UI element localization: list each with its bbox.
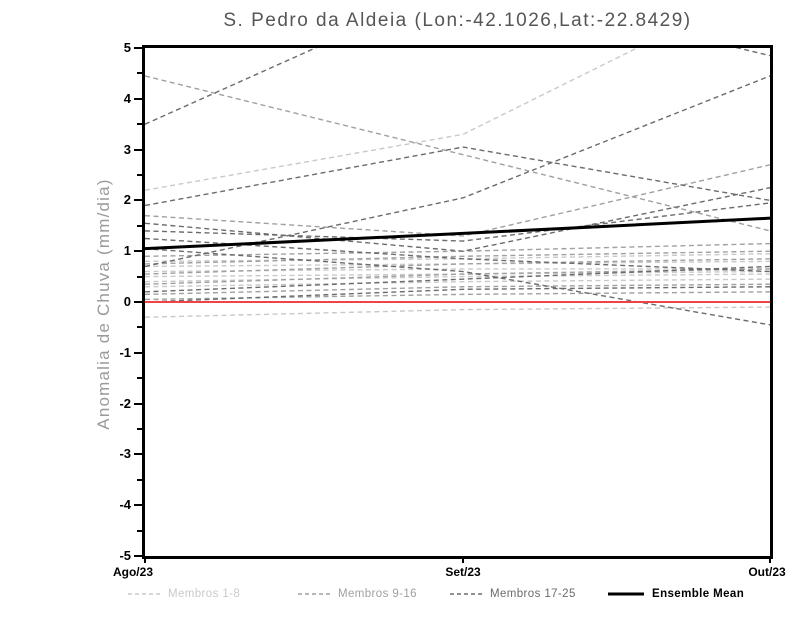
member-line-m2 [145,306,770,318]
legend-item: Membros 17-25 [450,586,576,602]
member-line-m25 [145,286,770,303]
y-tick-label: -4 [119,497,131,513]
y-major-tick [134,351,142,354]
member-line-m24 [145,265,770,293]
legend-dashed-line-sample [450,593,482,595]
member-line-m19 [145,146,770,207]
x-tick [144,556,146,563]
member-line-m22 [145,237,770,273]
member-line-m6 [145,270,770,278]
x-tick-label: Ago/23 [112,565,153,579]
y-minor-tick [137,529,142,532]
y-tick-label: -1 [119,344,131,360]
legend-dashed-line-sample [298,593,330,595]
x-tick-label: Set/23 [445,565,481,579]
member-line-m15 [145,283,770,296]
y-tick-label: 1 [123,243,131,259]
x-tick [462,556,464,563]
member-line-m9 [145,75,770,232]
y-major-tick [134,402,142,405]
member-line-m23 [145,247,770,326]
y-major-tick [134,250,142,253]
y-tick-label: -5 [119,548,131,563]
y-tick-label: -3 [119,446,131,462]
y-minor-tick [137,478,142,481]
y-major-tick [134,148,142,151]
member-line-m8 [145,278,770,288]
y-major-tick [134,555,142,557]
x-tick [769,556,771,563]
chart-title: S. Pedro da Aldeia (Lon:-42.1026,Lat:-22… [223,10,692,31]
y-major-tick [134,199,142,202]
legend-label: Membros 9-16 [338,588,417,600]
legend-label: Membros 17-25 [490,588,576,600]
x-tick-label: Out/23 [748,565,786,579]
legend-item: Ensemble Mean [608,586,744,602]
y-tick-label: 2 [123,192,131,208]
y-major-tick [134,47,142,49]
y-minor-tick [137,224,142,227]
member-line-m10 [145,164,770,237]
member-line-m13 [145,258,770,275]
y-tick-label: 3 [123,141,131,157]
legend-label: Ensemble Mean [652,588,745,600]
y-minor-tick [137,326,142,329]
ensemble-lines-svg [145,48,770,326]
member-line-m20 [145,187,770,252]
member-line-m12 [145,250,770,265]
y-minor-tick [137,275,142,278]
legend-label: Membros 1-8 [168,588,241,600]
legend-solid-line-sample [608,592,644,596]
y-minor-tick [137,174,142,176]
y-minor-tick [137,428,142,430]
member-line-m18 [145,75,770,268]
legend-item: Membros 9-16 [298,586,417,602]
y-tick-label: 4 [123,90,131,106]
y-major-tick [134,301,142,303]
legend: Membros 1-8 Membros 9-16 Membros 17-25 Ense… [0,586,800,606]
member-line-m1 [145,48,639,191]
y-minor-tick [137,377,142,380]
ensemble-mean-line [145,216,770,251]
legend-dashed-line-sample [128,593,160,595]
y-tick-label: 0 [123,294,131,309]
y-major-tick [134,453,142,456]
y-tick-label: 5 [123,40,131,55]
y-major-tick [134,504,142,507]
y-tick-label: -2 [119,395,131,411]
y-minor-tick [137,123,142,126]
member-line-m21 [145,202,770,242]
plot-area [142,45,773,559]
y-major-tick [134,97,142,100]
member-line-m7 [145,273,770,283]
y-minor-tick [137,72,142,75]
legend-item: Membros 1-8 [128,586,240,602]
